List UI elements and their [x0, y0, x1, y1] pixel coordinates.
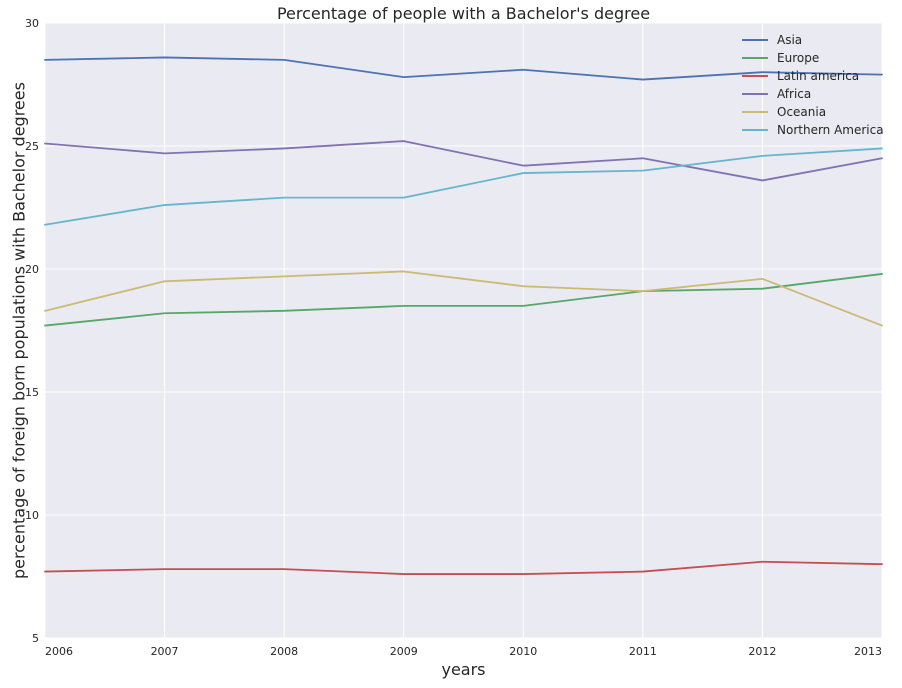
x-tick-label: 2010 — [509, 645, 537, 658]
legend-label: Latin america — [777, 69, 859, 83]
legend-label: Asia — [777, 33, 802, 47]
legend-item-asia: Asia — [742, 33, 802, 47]
series-lines — [44, 56, 883, 575]
x-axis-ticks: 2006 2007 2008 2009 2010 2011 2012 2013 — [45, 645, 882, 658]
x-tick-label: 2009 — [390, 645, 418, 658]
legend: Asia Europe Latin america Africa Oceania Nort… — [742, 33, 884, 137]
legend-item-europe: Europe — [742, 51, 819, 65]
series-line-africa — [44, 140, 883, 182]
grid-lines — [44, 22, 883, 639]
legend-item-northern-america: Northern America — [742, 123, 884, 137]
x-tick-label: 2007 — [151, 645, 179, 658]
legend-item-oceania: Oceania — [742, 105, 826, 119]
plot-area — [45, 23, 882, 638]
x-axis-label: years — [441, 660, 485, 679]
series-line-latin-america — [44, 560, 883, 575]
x-tick-label: 2006 — [45, 645, 73, 658]
legend-label: Africa — [777, 87, 811, 101]
y-axis-label: percentage of foreign born populations w… — [10, 82, 29, 579]
legend-label: Northern America — [777, 123, 884, 137]
y-tick-label: 30 — [25, 17, 39, 30]
series-line-oceania — [44, 270, 883, 327]
y-tick-label: 5 — [32, 632, 39, 645]
y-tick-label: 25 — [25, 140, 39, 153]
y-tick-label: 15 — [25, 386, 39, 399]
y-tick-label: 20 — [25, 263, 39, 276]
x-tick-label: 2013 — [854, 645, 882, 658]
x-tick-label: 2008 — [270, 645, 298, 658]
y-tick-label: 10 — [25, 509, 39, 522]
series-line-asia — [44, 56, 883, 81]
legend-item-latin-america: Latin america — [742, 69, 859, 83]
x-tick-label: 2011 — [629, 645, 657, 658]
legend-label: Europe — [777, 51, 819, 65]
legend-label: Oceania — [777, 105, 826, 119]
x-tick-label: 2012 — [748, 645, 776, 658]
legend-item-africa: Africa — [742, 87, 811, 101]
y-axis-ticks: 5 10 15 20 25 30 — [25, 17, 39, 645]
series-line-northern-america — [44, 147, 883, 226]
chart-title: Percentage of people with a Bachelor's d… — [277, 4, 650, 23]
series-line-europe — [44, 273, 883, 327]
